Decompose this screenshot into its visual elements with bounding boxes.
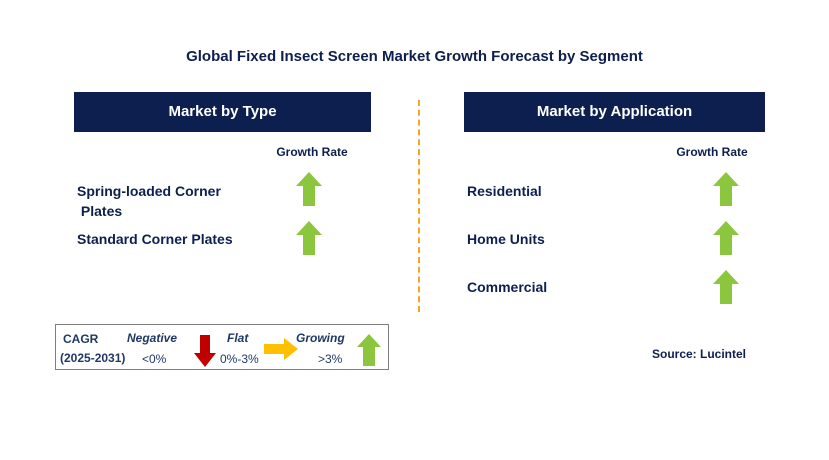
legend-flat-value: 0%-3% [220,352,259,366]
legend-negative-label: Negative [127,331,178,345]
growing-arrow-icon [296,172,322,206]
type-row-standard: Standard Corner Plates [77,229,233,249]
growing-arrow-icon [713,270,739,304]
chart-title: Global Fixed Insect Screen Market Growth… [186,48,643,65]
type-row-label-line1: Spring-loaded Corner [77,183,221,199]
left-growth-rate-label: Growth Rate [276,145,348,159]
growing-arrow-icon [713,221,739,255]
growing-arrow-icon [713,172,739,206]
source-label: Source: Lucintel [652,347,747,361]
panel-divider [418,100,420,312]
market-by-type-header: Market by Type [74,92,371,132]
application-row-commercial: Commercial [467,279,548,295]
type-row-spring-loaded: Spring-loaded Corner Plates [77,181,221,221]
flat-arrow-icon [264,338,298,360]
application-row-home-units: Home Units [467,231,545,247]
growing-arrow-icon [357,334,381,366]
type-row-label-line2: Plates [77,203,123,219]
right-growth-rate-label: Growth Rate [676,145,748,159]
legend-negative-value: <0% [142,352,167,366]
legend-growing-value: >3% [318,352,343,366]
legend-flat-label: Flat [227,331,249,345]
growing-arrow-icon [296,221,322,255]
legend-period: (2025-2031) [60,351,126,365]
negative-arrow-icon [194,335,216,367]
market-by-application-header: Market by Application [464,92,765,132]
cagr-legend: CAGR (2025-2031) Negative <0% Flat 0%-3%… [55,324,389,370]
legend-growing-label: Growing [296,331,345,345]
application-row-residential: Residential [467,183,542,199]
legend-cagr-label: CAGR [63,332,99,346]
type-row-label-line1: Standard Corner Plates [77,231,233,247]
